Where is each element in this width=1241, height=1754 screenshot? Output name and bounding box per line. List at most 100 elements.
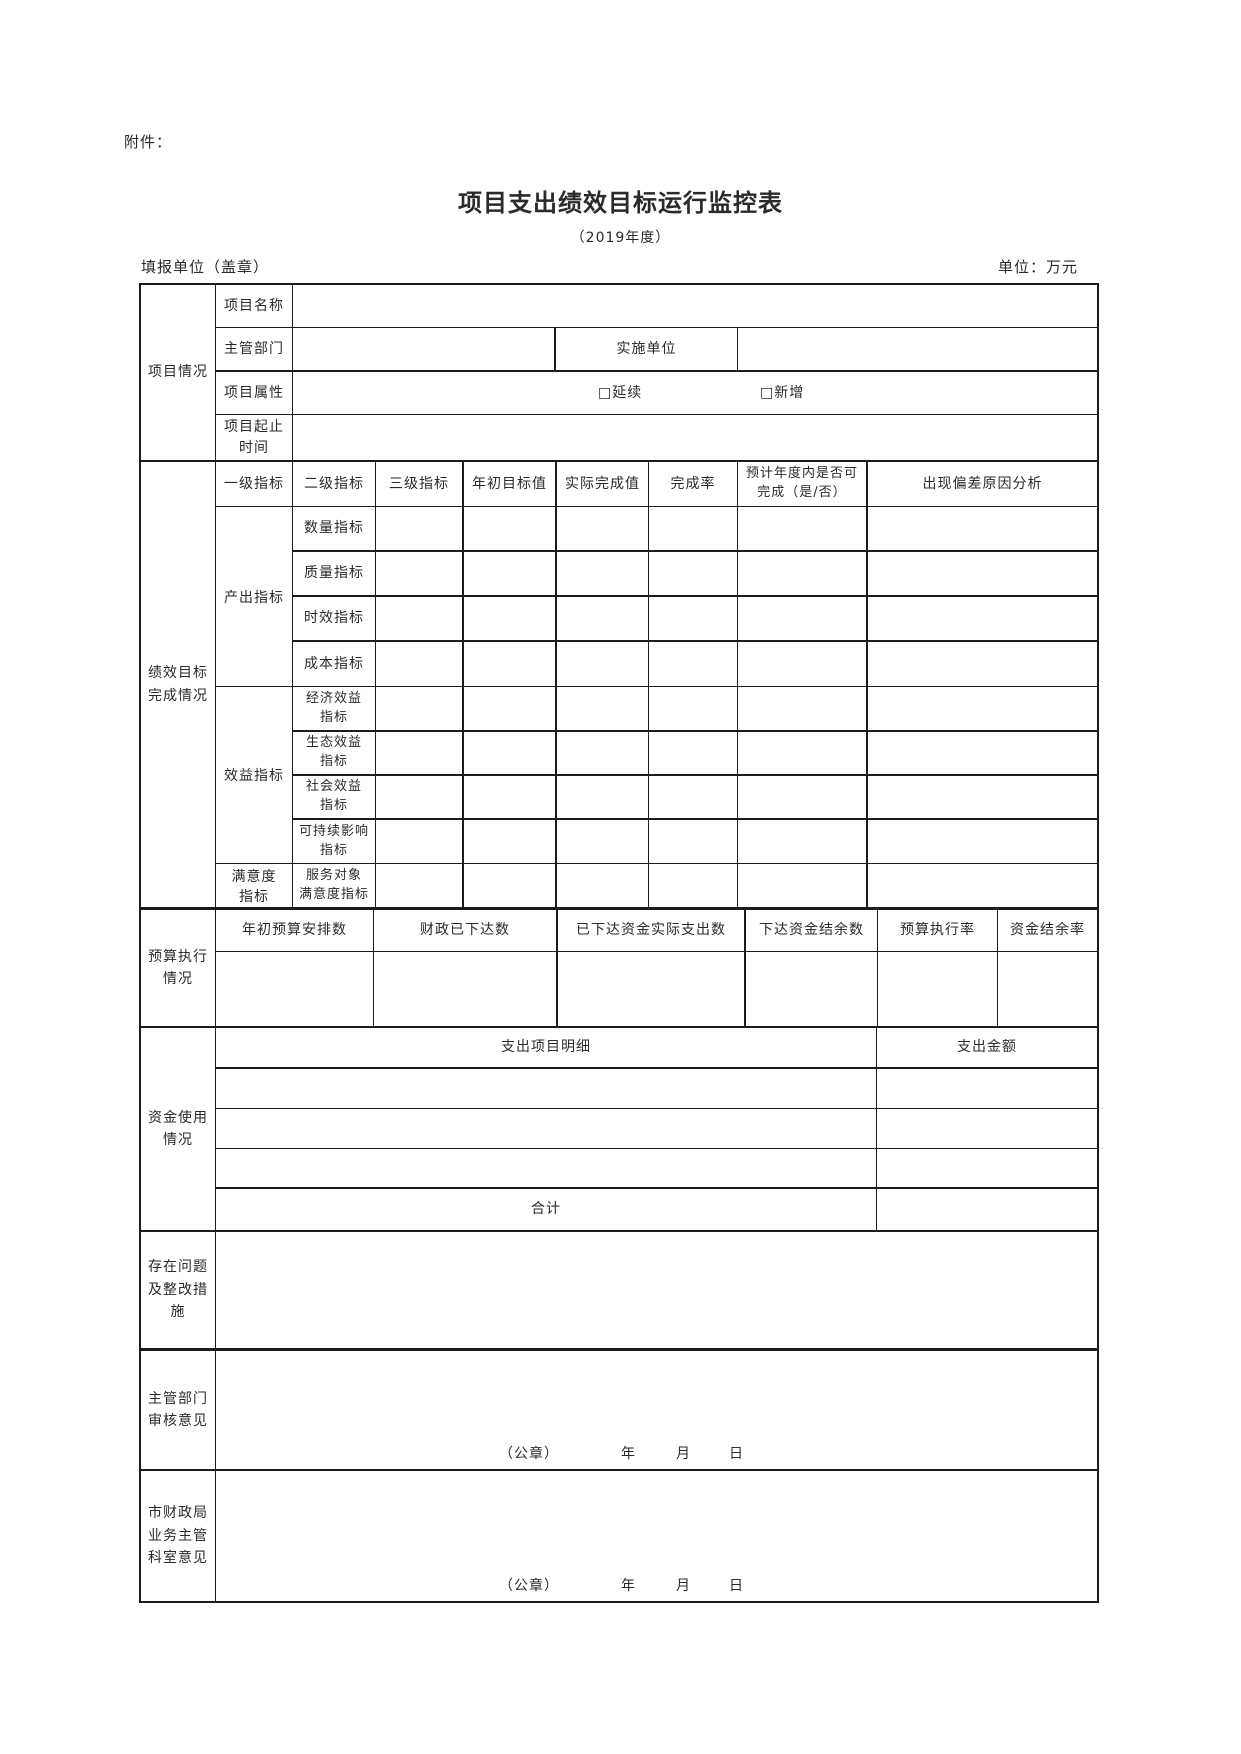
empty-cell xyxy=(376,776,464,820)
indicator-row-timeliness: 时效指标 xyxy=(293,597,1097,642)
empty-cell xyxy=(649,552,738,597)
empty-cell xyxy=(877,1109,1097,1149)
indicator-row-quantity: 数量指标 xyxy=(293,507,1097,552)
seal-date-line: （公章） 年 月 日 xyxy=(216,1443,1097,1463)
header-balance: 下达资金结余数 xyxy=(746,910,878,952)
empty-cell xyxy=(376,820,464,864)
attr-options-cell: □延续 □新增 xyxy=(293,372,1097,415)
empty-cell xyxy=(216,952,374,1026)
empty-cell xyxy=(746,952,878,1026)
empty-cell xyxy=(376,732,464,776)
empty-cell xyxy=(649,864,738,907)
empty-cell xyxy=(649,820,738,864)
indicator-row-social: 社会效益 指标 xyxy=(293,776,1097,820)
empty-cell xyxy=(557,687,649,732)
empty-cell xyxy=(557,552,649,597)
empty-cell xyxy=(464,687,557,732)
empty-cell xyxy=(376,687,464,732)
header-execution-rate: 预算执行率 xyxy=(878,910,998,952)
level2-quantity-label: 数量指标 xyxy=(293,507,376,552)
empty-cell xyxy=(877,1069,1097,1109)
section-label-project-info: 项目情况 xyxy=(141,285,216,460)
checkbox-renew-option: □延续 xyxy=(598,384,643,401)
header-expense-amount: 支出金额 xyxy=(877,1028,1097,1069)
empty-cell xyxy=(738,507,868,552)
empty-cell xyxy=(464,732,557,776)
year-label: 年 xyxy=(621,1446,636,1462)
section-label-performance: 绩效目标 完成情况 xyxy=(141,462,216,907)
month-label: 月 xyxy=(676,1578,691,1594)
divider xyxy=(141,1230,1097,1232)
header-actual-spent: 已下达资金实际支出数 xyxy=(558,910,746,952)
total-label: 合计 xyxy=(216,1189,877,1230)
group-output-indicators: 产出指标 数量指标 质量指标 xyxy=(216,507,1097,687)
monitoring-table: 项目情况 项目名称 主管部门 实施单位 项目属性 □延续 □新增 xyxy=(139,283,1099,1603)
header-actual-value: 实际完成值 xyxy=(557,462,649,507)
section-finance-bureau-opinion: 市财政局 业务主管 科室意见 （公章） 年 月 日 xyxy=(141,1471,1097,1601)
attachment-label: 附件： xyxy=(124,133,173,151)
section-label-funds: 资金使用 情况 xyxy=(141,1028,216,1230)
empty-cell xyxy=(216,1109,877,1149)
header-initial-budget: 年初预算安排数 xyxy=(216,910,374,952)
empty-cell xyxy=(557,820,649,864)
empty-cell xyxy=(738,552,868,597)
empty-cell xyxy=(649,642,738,687)
empty-cell xyxy=(868,642,1097,687)
empty-cell xyxy=(464,820,557,864)
empty-cell xyxy=(998,952,1097,1026)
empty-cell xyxy=(464,552,557,597)
reporting-unit-label: 填报单位（盖章） xyxy=(141,258,270,276)
empty-cell xyxy=(738,820,868,864)
section-label-dept-opinion: 主管部门 审核意见 xyxy=(141,1351,216,1469)
empty-cell xyxy=(738,864,868,907)
header-initial-target: 年初目标值 xyxy=(464,462,557,507)
seal-date-line: （公章） 年 月 日 xyxy=(216,1575,1097,1595)
project-name-label: 项目名称 xyxy=(216,285,293,328)
empty-cell xyxy=(868,507,1097,552)
empty-cell xyxy=(557,597,649,642)
dept-input-cell xyxy=(293,328,556,372)
indicator-row-cost: 成本指标 xyxy=(293,642,1097,687)
header-deviation-analysis: 出现偏差原因分析 xyxy=(868,462,1097,507)
indicator-row-sustainability: 可持续影响 指标 xyxy=(293,820,1097,864)
level2-service-satisfaction-label: 服务对象 满意度指标 xyxy=(293,864,376,907)
empty-cell xyxy=(557,864,649,907)
level2-cost-label: 成本指标 xyxy=(293,642,376,687)
empty-cell xyxy=(738,597,868,642)
header-level1: 一级指标 xyxy=(216,462,293,507)
empty-cell xyxy=(868,864,1097,907)
dept-label: 主管部门 xyxy=(216,328,293,372)
empty-cell xyxy=(738,642,868,687)
empty-cell xyxy=(649,597,738,642)
empty-cell xyxy=(878,952,998,1026)
level1-output-label: 产出指标 xyxy=(216,507,293,687)
empty-cell xyxy=(376,597,464,642)
indicator-row-service-satisfaction: 服务对象 满意度指标 xyxy=(293,864,1097,907)
level2-quality-label: 质量指标 xyxy=(293,552,376,597)
empty-cell xyxy=(557,776,649,820)
seal-placeholder: （公章） xyxy=(499,1578,559,1594)
level2-sustainability-label: 可持续影响 指标 xyxy=(293,820,376,864)
empty-cell xyxy=(216,1069,877,1109)
empty-cell xyxy=(649,776,738,820)
impl-unit-label: 实施单位 xyxy=(556,328,738,372)
empty-cell xyxy=(868,687,1097,732)
empty-cell xyxy=(464,864,557,907)
header-balance-rate: 资金结余率 xyxy=(998,910,1097,952)
empty-cell xyxy=(868,552,1097,597)
empty-cell xyxy=(376,552,464,597)
attr-label: 项目属性 xyxy=(216,372,293,415)
empty-cell xyxy=(374,952,558,1026)
finance-opinion-content-cell: （公章） 年 月 日 xyxy=(216,1471,1097,1601)
empty-cell xyxy=(649,507,738,552)
divider xyxy=(141,1469,1097,1471)
project-name-input-cell xyxy=(293,285,1097,328)
section-problems: 存在问题 及整改措 施 xyxy=(141,1232,1097,1348)
indicator-row-ecological: 生态效益 指标 xyxy=(293,732,1097,776)
group-satisfaction-indicators: 满意度 指标 服务对象 满意度指标 xyxy=(216,864,1097,907)
section-project-info: 项目情况 项目名称 主管部门 实施单位 项目属性 □延续 □新增 xyxy=(141,285,1097,460)
header-expected-completion: 预计年度内是否可完成（是/否） xyxy=(738,462,868,507)
section-fund-usage: 资金使用 情况 支出项目明细 支出金额 xyxy=(141,1028,1097,1230)
empty-cell xyxy=(464,642,557,687)
